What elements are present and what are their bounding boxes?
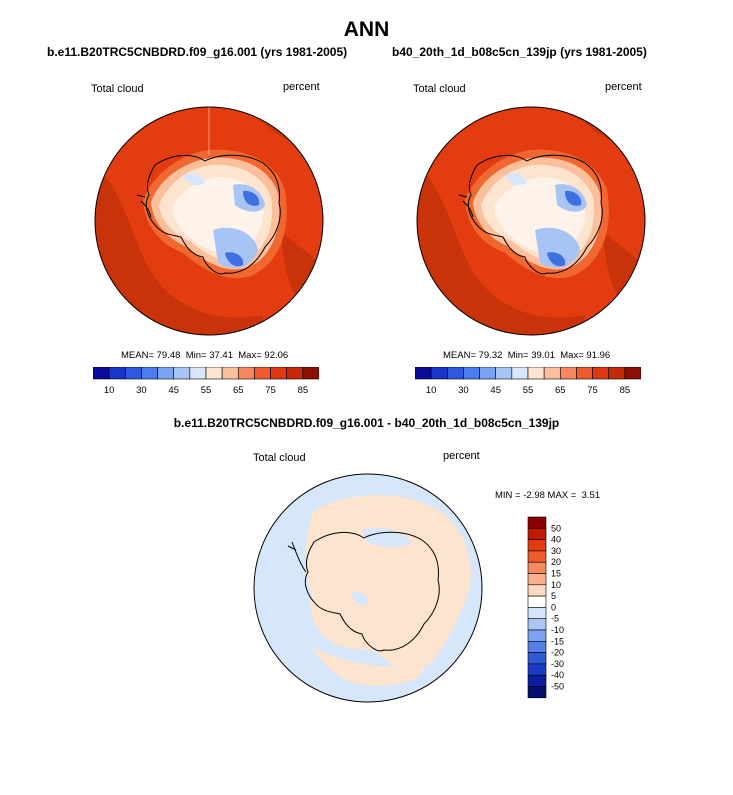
- diff-colorbar-tick-label: -50: [551, 682, 564, 692]
- panel1-colorbar-box: [221, 367, 239, 380]
- panel1-colorbar-box: [302, 367, 319, 380]
- diff-colorbar-box: [527, 607, 547, 620]
- panel2-variable-label: Total cloud: [413, 83, 466, 95]
- diff-colorbar-box: [527, 618, 547, 631]
- diff-colorbar-box: [527, 561, 547, 574]
- panel2-colorbar-box: [527, 367, 545, 380]
- diff-colorbar-box: [527, 674, 547, 687]
- panel1-colorbar-box: [286, 367, 304, 380]
- diff-colorbar-tick-label: 40: [551, 535, 561, 545]
- panel1-units-label: percent: [283, 81, 320, 93]
- panel1-colorbar-tick-label: 10: [104, 385, 115, 396]
- diff-colorbar-tick-label: 20: [551, 557, 561, 567]
- diff-colorbar-box: [527, 641, 547, 653]
- panel1-colorbar-box: [205, 367, 223, 380]
- panel2-colorbar-box: [576, 367, 593, 380]
- panel1-colorbar-box: [189, 367, 207, 380]
- panel1-colorbar-tick-label: 65: [233, 385, 244, 396]
- diff-colorbar-box: [527, 539, 547, 552]
- diff-colorbar-box: [527, 595, 547, 608]
- panel1-stats: MEAN= 79.48 Min= 37.41 Max= 92.06: [121, 350, 289, 361]
- diff-colorbar-tick-label: -20: [551, 648, 564, 658]
- panel1-polar-map: [94, 106, 324, 336]
- panel2-colorbar-box: [430, 367, 448, 380]
- panel1-colorbar-box: [173, 367, 191, 380]
- panel2-colorbar-box: [479, 367, 497, 380]
- panel1-colorbar-tick-label: 75: [265, 385, 276, 396]
- diff-colorbar-tick-label: 50: [551, 523, 561, 533]
- diff-colorbar-tick-label: -5: [551, 614, 559, 624]
- panel2-colorbar-box: [511, 367, 529, 380]
- panel2-stats: MEAN= 79.32 Min= 39.01 Max= 91.96: [443, 350, 611, 361]
- panel1-colorbar-tick-label: 30: [136, 385, 147, 396]
- panel2-colorbar-box: [608, 367, 626, 380]
- panel2-colorbar-box: [624, 367, 641, 380]
- diff-colorbar-box: [527, 528, 547, 540]
- panel1-colorbar-tick-label: 45: [168, 385, 179, 396]
- panel1-colorbar-tick-label: 55: [201, 385, 212, 396]
- diff-colorbar-box: [527, 550, 547, 563]
- diff-colorbar-box: [527, 573, 547, 586]
- panel2-colorbar-tick-label: 75: [587, 385, 598, 396]
- panel2-colorbar-tick-label: 65: [555, 385, 566, 396]
- panel2-colorbar-box: [446, 367, 464, 380]
- diff-stats: MIN = -2.98 MAX = 3.51: [495, 490, 601, 501]
- diff-units-label: percent: [443, 450, 480, 462]
- panel2-colorbar-tick-label: 55: [523, 385, 534, 396]
- diff-variable-label: Total cloud: [253, 452, 306, 464]
- panel1-colorbar-box: [93, 367, 110, 380]
- panel2-colorbar-box: [592, 367, 610, 380]
- panel1-colorbar-box: [108, 367, 126, 380]
- panel2-colorbar-box: [463, 367, 480, 380]
- diff-colorbar-box: [527, 629, 547, 642]
- diff-colorbar-tick-label: 5: [551, 591, 556, 601]
- diff-colorbar-tick-label: -15: [551, 636, 564, 646]
- panel2-colorbar-tick-label: 30: [458, 385, 469, 396]
- diff-colorbar-box: [527, 652, 547, 665]
- panel1-colorbar-box: [141, 367, 158, 380]
- diff-colorbar-box: [527, 584, 547, 597]
- panel2-colorbar-box: [543, 367, 561, 380]
- diff-colorbar-tick-label: 15: [551, 569, 561, 579]
- panel1-colorbar: 1030455565758595: [93, 367, 319, 396]
- panel1-colorbar-tick-label: 85: [298, 385, 309, 396]
- panel1-variable-label: Total cloud: [91, 83, 144, 95]
- panel2-colorbar-box: [415, 367, 432, 380]
- diff-colorbar-tick-label: -40: [551, 670, 564, 680]
- diff-colorbar-tick-label: -30: [551, 659, 564, 669]
- panel1-colorbar-box: [270, 367, 288, 380]
- panel2-colorbar-tick-label: 85: [620, 385, 631, 396]
- panel1-case-title: b.e11.B20TRC5CNBDRD.f09_g16.001 (yrs 198…: [47, 45, 348, 59]
- panel2-units-label: percent: [605, 81, 642, 93]
- diff-colorbar-box: [527, 516, 547, 529]
- diff-colorbar-tick-label: 0: [551, 602, 556, 612]
- diff-colorbar-box: [527, 686, 547, 699]
- panel1-colorbar-box: [124, 367, 142, 380]
- panel1-colorbar-box: [254, 367, 271, 380]
- diff-title: b.e11.B20TRC5CNBDRD.f09_g16.001 - b40_20…: [173, 416, 560, 430]
- diff-polar-map: [253, 473, 483, 703]
- diff-colorbar-tick-label: -10: [551, 625, 564, 635]
- page-title: ANN: [343, 18, 390, 41]
- diff-colorbar-tick-label: 30: [551, 546, 561, 556]
- panel2-colorbar-tick-label: 45: [490, 385, 501, 396]
- panel2-case-title: b40_20th_1d_b08c5cn_139jp (yrs 1981-2005…: [392, 45, 647, 59]
- panel2-colorbar-box: [559, 367, 577, 380]
- panel2-colorbar: 1030455565758595: [415, 367, 641, 396]
- diff-colorbar-box: [527, 663, 547, 676]
- panel1-colorbar-box: [237, 367, 255, 380]
- panel2-polar-map: [416, 106, 646, 336]
- panel2-colorbar-tick-label: 10: [426, 385, 437, 396]
- diff-colorbar-tick-label: 10: [551, 580, 561, 590]
- panel2-colorbar-box: [495, 367, 513, 380]
- panel1-colorbar-box: [157, 367, 175, 380]
